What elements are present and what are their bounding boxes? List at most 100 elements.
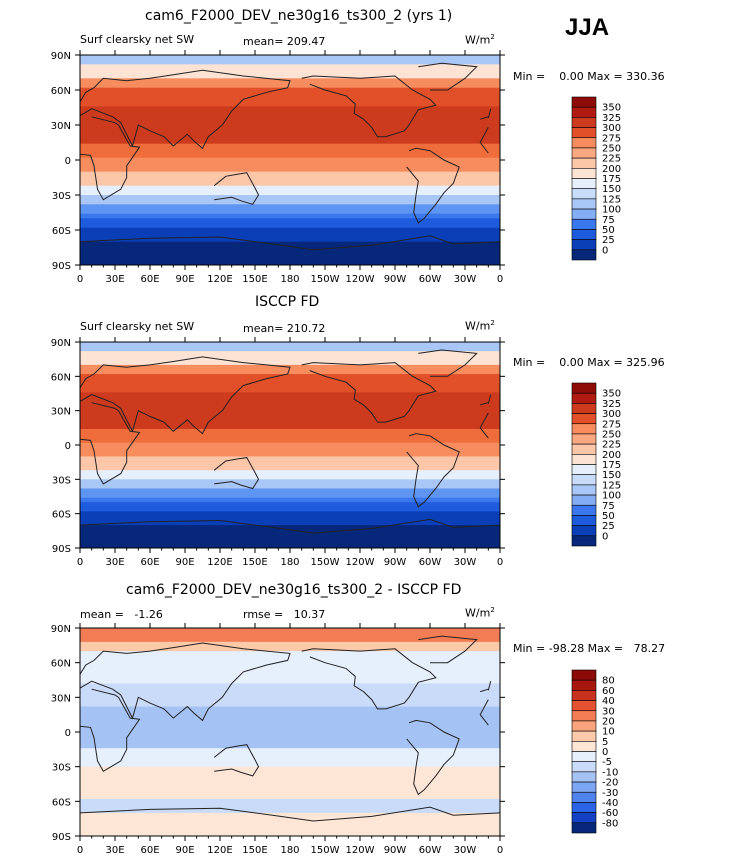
legend-label: 50 xyxy=(602,511,615,522)
x-tick-label: 90W xyxy=(384,274,407,285)
legend-label: -30 xyxy=(602,788,618,799)
africa-outline xyxy=(480,688,489,693)
africa-outline xyxy=(479,699,489,726)
lat-band xyxy=(80,199,500,205)
lat-band xyxy=(80,534,500,540)
lat-band xyxy=(80,232,500,238)
y-tick-label: 60N xyxy=(51,372,71,383)
legend-label: 100 xyxy=(602,491,621,502)
lat-band xyxy=(80,438,500,444)
x-tick-label: 90E xyxy=(175,845,194,856)
lat-band xyxy=(80,711,500,717)
lat-band xyxy=(80,218,500,224)
y-tick-label: 30N xyxy=(51,407,71,418)
lat-band xyxy=(80,451,500,458)
legend-label: 200 xyxy=(602,450,621,461)
lat-band xyxy=(80,632,500,638)
lat-band xyxy=(80,447,500,453)
lat-band xyxy=(80,826,500,832)
greenland-outline xyxy=(418,62,478,91)
panel3-minmax: Min = -98.28 Max = 78.27 xyxy=(513,642,666,655)
legend-label: 100 xyxy=(602,205,621,216)
y-tick-label: 60N xyxy=(51,659,71,670)
x-tick-label: 180 xyxy=(280,845,299,856)
legend-swatch xyxy=(571,464,597,475)
legend-label: 250 xyxy=(602,429,621,440)
legend-label: 175 xyxy=(602,174,621,185)
lat-band xyxy=(80,181,500,187)
lat-band xyxy=(80,669,500,675)
y-tick-label: 90N xyxy=(51,51,71,62)
lat-band xyxy=(80,752,500,759)
lat-band xyxy=(80,803,500,809)
x-tick-label: 120W xyxy=(346,845,375,856)
legend-label: 150 xyxy=(602,184,621,195)
legend-swatch xyxy=(571,403,597,414)
lat-band xyxy=(80,415,500,421)
africa-outline xyxy=(80,402,141,485)
lat-band xyxy=(80,69,500,75)
legend-label: 75 xyxy=(602,215,615,226)
legend-swatch xyxy=(571,157,597,169)
lat-band xyxy=(80,392,500,398)
panel-model: 0 30E 60E 90E 120E 150E 180 150W 120W 90W 60W 30W 09… xyxy=(51,50,621,285)
lat-band xyxy=(80,688,500,694)
legend-swatch xyxy=(571,741,597,752)
legend-label: 0 xyxy=(602,245,608,256)
legend-label: 25 xyxy=(602,521,615,532)
legend-swatch xyxy=(571,188,597,200)
lat-band xyxy=(80,511,500,517)
panel1-units: W/m2 xyxy=(465,33,495,47)
lat-band xyxy=(80,502,500,508)
lat-band xyxy=(80,410,500,416)
lat-band xyxy=(80,715,500,722)
x-tick-label: 180 xyxy=(280,274,299,285)
x-tick-label: 0 xyxy=(497,557,503,568)
x-tick-label: 120W xyxy=(346,557,375,568)
lat-band xyxy=(80,378,500,384)
panel2-units: W/m2 xyxy=(465,319,495,333)
legend-swatch xyxy=(571,474,597,486)
antarctica-outline xyxy=(80,518,500,534)
south-america-outline xyxy=(406,147,460,224)
legend-label: 0 xyxy=(602,747,608,758)
legend-label: 30 xyxy=(602,706,615,717)
x-tick-label: 150W xyxy=(311,845,340,856)
legend-swatch xyxy=(571,433,597,445)
lat-band xyxy=(80,139,500,145)
panel1-mean: mean= 209.47 xyxy=(243,35,326,48)
legend-swatch xyxy=(571,443,597,455)
lat-band xyxy=(80,346,500,352)
lat-band xyxy=(80,342,500,348)
lat-band xyxy=(80,442,500,448)
legend-swatch xyxy=(571,710,597,722)
lat-band xyxy=(80,383,500,389)
africa-outline xyxy=(80,116,141,201)
legend-swatch xyxy=(571,802,597,813)
legend-label: 325 xyxy=(602,399,621,410)
legend-label: 350 xyxy=(602,389,621,400)
lat-band xyxy=(80,831,500,836)
x-tick-label: 120E xyxy=(207,845,232,856)
lat-band xyxy=(80,683,500,689)
x-tick-label: 30W xyxy=(454,845,477,856)
lat-band xyxy=(80,748,500,754)
x-tick-label: 0 xyxy=(77,274,83,285)
eurasia-outline xyxy=(487,681,492,691)
panel2-left-label: Surf clearsky net SW xyxy=(80,320,195,333)
panel2-mean: mean= 210.72 xyxy=(243,322,326,335)
south-america-outline xyxy=(406,433,460,508)
legend-swatch xyxy=(571,168,597,179)
legend-label: 10 xyxy=(602,727,615,738)
lat-band xyxy=(80,396,500,403)
x-tick-label: 30E xyxy=(105,557,124,568)
lat-band xyxy=(80,92,500,98)
lat-band xyxy=(80,538,500,545)
legend-swatch xyxy=(571,96,597,108)
y-tick-label: 30S xyxy=(52,763,71,774)
x-tick-label: 0 xyxy=(497,274,503,285)
lat-band xyxy=(80,120,500,126)
x-tick-label: 30E xyxy=(105,845,124,856)
y-tick-label: 30N xyxy=(51,121,71,132)
y-tick-label: 90S xyxy=(52,261,71,272)
